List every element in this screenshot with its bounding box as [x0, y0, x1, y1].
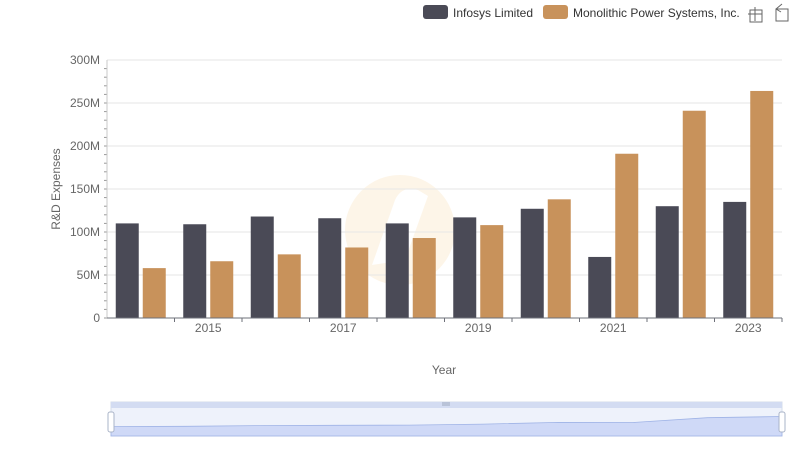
bars — [115, 90, 774, 319]
x-axis: 2015 2017 2019 2021 2023 — [107, 317, 783, 335]
data-zoom-slider[interactable] — [107, 401, 786, 437]
y-axis-title: R&D Expenses — [49, 148, 63, 229]
bar-monolithic-2014[interactable] — [142, 268, 166, 318]
bar-monolithic-2023[interactable] — [750, 90, 774, 319]
bar-infosys-2022[interactable] — [655, 206, 679, 318]
data-zoom-move-grip[interactable] — [442, 402, 450, 406]
bar-infosys-2023[interactable] — [723, 201, 747, 318]
y-tick-label: 50M — [77, 268, 100, 282]
bar-monolithic-2015[interactable] — [210, 261, 234, 318]
y-tick-label: 250M — [70, 96, 100, 110]
bar-monolithic-2021[interactable] — [615, 153, 639, 318]
x-tick-label: 2019 — [465, 321, 492, 335]
legend-item[interactable]: Monolithic Power Systems, Inc. — [543, 5, 740, 20]
legend[interactable]: Infosys Limited Monolithic Power Systems,… — [423, 5, 740, 20]
y-tick-label: 300M — [70, 53, 100, 67]
bar-infosys-2021[interactable] — [588, 256, 612, 318]
bar-infosys-2016[interactable] — [250, 216, 274, 318]
x-tick-label: 2017 — [330, 321, 357, 335]
data-zoom-handle-right[interactable] — [778, 411, 786, 433]
bar-infosys-2017[interactable] — [318, 218, 342, 318]
restore-icon[interactable] — [775, 3, 789, 22]
legend-swatch — [423, 5, 448, 19]
bar-monolithic-2017[interactable] — [345, 247, 369, 318]
legend-label: Infosys Limited — [453, 6, 533, 20]
x-tick-label: 2021 — [600, 321, 627, 335]
x-tick-label: 2023 — [735, 321, 762, 335]
bar-infosys-2019[interactable] — [453, 217, 477, 318]
y-tick-label: 150M — [70, 182, 100, 196]
y-tick-label: 0 — [93, 311, 100, 325]
bar-monolithic-2020[interactable] — [547, 199, 571, 318]
bar-infosys-2015[interactable] — [183, 224, 207, 318]
legend-item[interactable]: Infosys Limited — [423, 5, 533, 20]
legend-label: Monolithic Power Systems, Inc. — [573, 6, 740, 20]
y-tick-label: 200M — [70, 139, 100, 153]
bar-monolithic-2022[interactable] — [682, 110, 706, 319]
bar-monolithic-2016[interactable] — [277, 254, 301, 318]
bar-infosys-2020[interactable] — [520, 208, 544, 318]
bar-infosys-2014[interactable] — [115, 223, 139, 318]
bar-infosys-2018[interactable] — [385, 223, 409, 318]
bar-monolithic-2019[interactable] — [480, 225, 504, 318]
x-tick-label: 2015 — [195, 321, 222, 335]
y-tick-label: 100M — [70, 225, 100, 239]
bar-monolithic-2018[interactable] — [412, 238, 436, 318]
y-axis: 0 50M 100M 150M 200M 250M 300M — [70, 53, 108, 325]
zoom-select-icon[interactable] — [748, 7, 763, 23]
legend-swatch — [543, 5, 568, 19]
data-zoom-handle-left[interactable] — [107, 411, 115, 433]
grid-lines — [107, 59, 782, 319]
x-axis-title: Year — [432, 363, 456, 377]
